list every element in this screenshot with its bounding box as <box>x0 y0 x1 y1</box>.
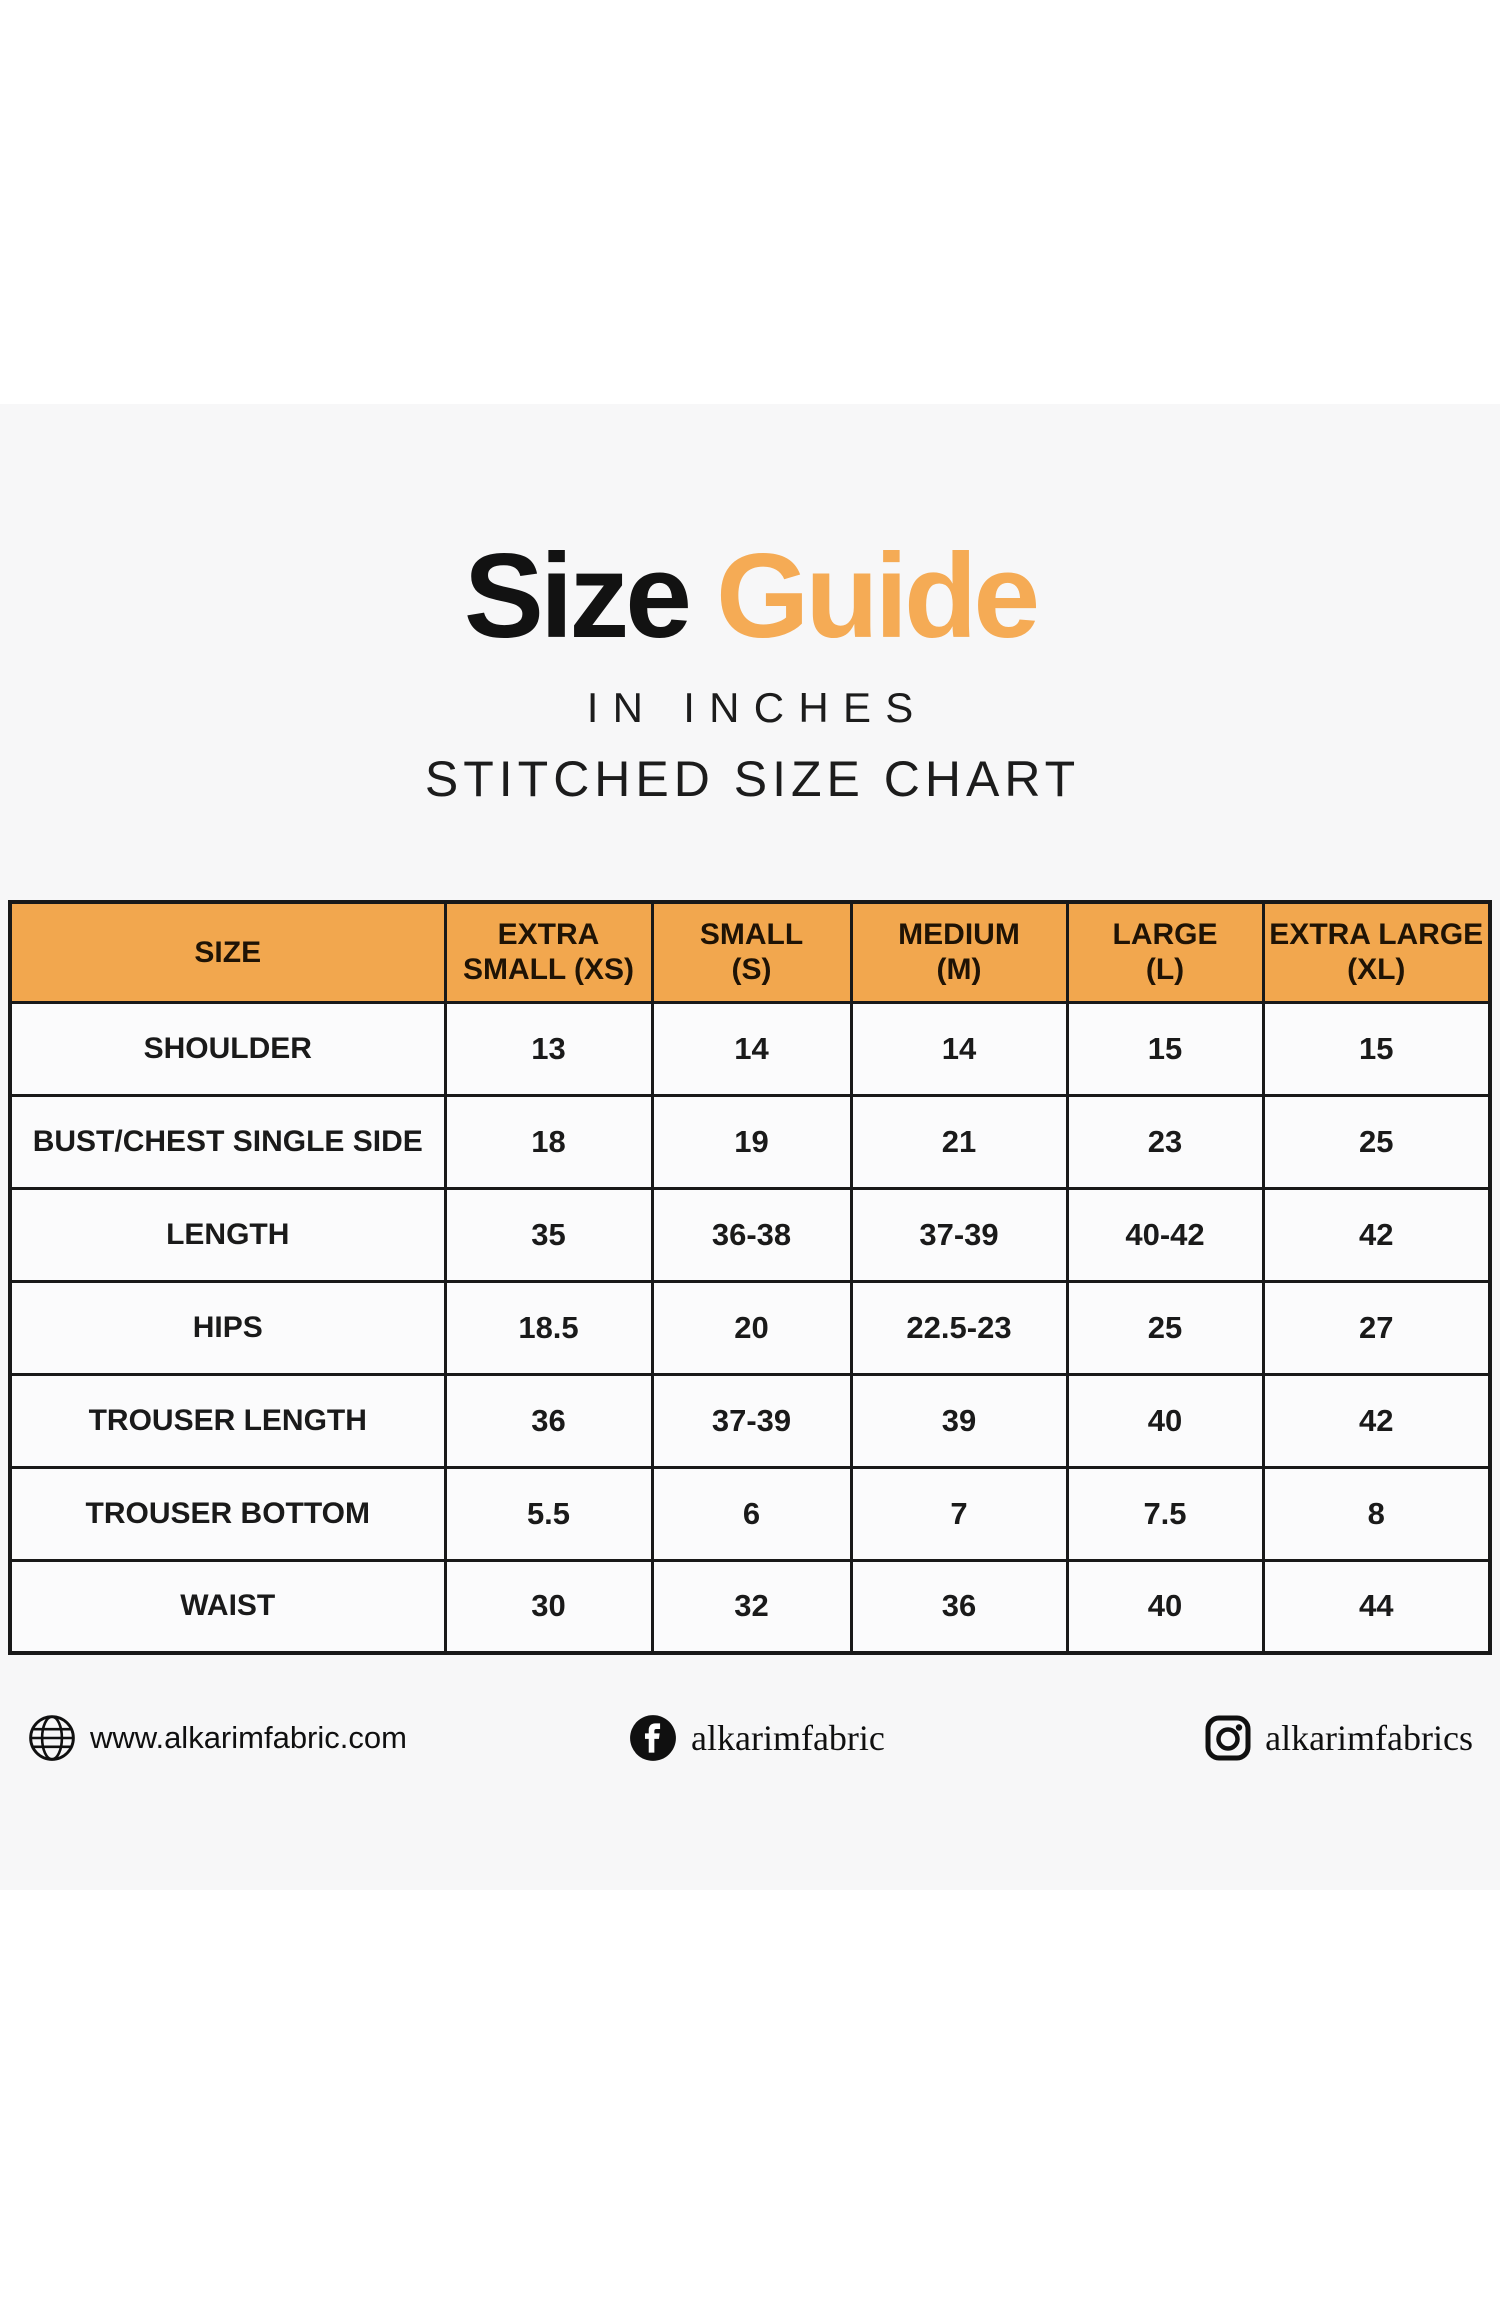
table-row-trouser-bottom: TROUSER BOTTOM 5.5 6 7 7.5 8 <box>8 1465 1492 1562</box>
cell-value: 42 <box>1261 1186 1492 1283</box>
facebook-icon <box>628 1713 678 1763</box>
title-block: Size Guide IN INCHES STITCHED SIZE CHART <box>0 536 1500 808</box>
cell-value: 36-38 <box>650 1186 853 1283</box>
cell-value: 7 <box>849 1465 1069 1562</box>
cell-value: 40-42 <box>1065 1186 1265 1283</box>
cell-value: 37-39 <box>650 1372 853 1469</box>
page-title: Size Guide <box>0 536 1500 656</box>
table-row-hips: HIPS 18.5 20 22.5-23 25 27 <box>8 1279 1492 1376</box>
row-label: LENGTH <box>8 1186 447 1283</box>
globe-icon <box>27 1713 77 1763</box>
cell-value: 20 <box>650 1279 853 1376</box>
cell-value: 8 <box>1261 1465 1492 1562</box>
cell-value: 15 <box>1065 1000 1265 1097</box>
cell-value: 18 <box>443 1093 654 1190</box>
cell-value: 36 <box>443 1372 654 1469</box>
cell-value: 22.5-23 <box>849 1279 1069 1376</box>
column-header-extra-small: EXTRA SMALL (XS) <box>443 900 654 1004</box>
column-header-extra-large: EXTRA LARGE (XL) <box>1261 900 1492 1004</box>
website-link[interactable]: www.alkarimfabric.com <box>27 1710 407 1766</box>
cell-value: 39 <box>849 1372 1069 1469</box>
facebook-link[interactable]: alkarimfabric <box>628 1710 885 1766</box>
page-title-guide: Guide <box>716 529 1040 663</box>
page-title-size: Size <box>463 529 692 663</box>
cell-value: 25 <box>1065 1279 1265 1376</box>
cell-value: 18.5 <box>443 1279 654 1376</box>
column-header-large: LARGE (L) <box>1065 900 1265 1004</box>
cell-value: 13 <box>443 1000 654 1097</box>
cell-value: 5.5 <box>443 1465 654 1562</box>
cell-value: 27 <box>1261 1279 1492 1376</box>
row-label: WAIST <box>8 1558 447 1655</box>
cell-value: 40 <box>1065 1372 1265 1469</box>
footer: www.alkarimfabric.com alkarimfabric alka… <box>0 1710 1500 1766</box>
cell-value: 19 <box>650 1093 853 1190</box>
column-header-small: SMALL (S) <box>650 900 853 1004</box>
cell-value: 7.5 <box>1065 1465 1265 1562</box>
header-row: SIZE EXTRA SMALL (XS) SMALL (S) MEDIUM (… <box>8 900 1492 1004</box>
column-header-size: SIZE <box>8 900 447 1004</box>
facebook-handle: alkarimfabric <box>691 1718 885 1758</box>
content-band: Size Guide IN INCHES STITCHED SIZE CHART … <box>0 404 1500 1890</box>
cell-value: 37-39 <box>849 1186 1069 1283</box>
cell-value: 36 <box>849 1558 1069 1655</box>
instagram-link[interactable]: alkarimfabrics <box>1204 1710 1473 1766</box>
cell-value: 25 <box>1261 1093 1492 1190</box>
cell-value: 42 <box>1261 1372 1492 1469</box>
instagram-handle: alkarimfabrics <box>1265 1718 1473 1758</box>
cell-value: 14 <box>849 1000 1069 1097</box>
cell-value: 14 <box>650 1000 853 1097</box>
cell-value: 44 <box>1261 1558 1492 1655</box>
cell-value: 6 <box>650 1465 853 1562</box>
table-row-shoulder: SHOULDER 13 14 14 15 15 <box>8 1000 1492 1097</box>
cell-value: 40 <box>1065 1558 1265 1655</box>
cell-value: 30 <box>443 1558 654 1655</box>
cell-value: 23 <box>1065 1093 1265 1190</box>
subtitle-in-inches: IN INCHES <box>586 684 928 731</box>
cell-value: 21 <box>849 1093 1069 1190</box>
column-header-medium: MEDIUM (M) <box>849 900 1069 1004</box>
size-chart-table: SIZE EXTRA SMALL (XS) SMALL (S) MEDIUM (… <box>8 900 1492 1655</box>
cell-value: 32 <box>650 1558 853 1655</box>
table-row-trouser-length: TROUSER LENGTH 36 37-39 39 40 42 <box>8 1372 1492 1469</box>
row-label: TROUSER LENGTH <box>8 1372 447 1469</box>
table-row-waist: WAIST 30 32 36 40 44 <box>8 1558 1492 1655</box>
row-label: SHOULDER <box>8 1000 447 1097</box>
row-label: BUST/CHEST SINGLE SIDE <box>8 1093 447 1190</box>
row-label: TROUSER BOTTOM <box>8 1465 447 1562</box>
cell-value: 15 <box>1261 1000 1492 1097</box>
subtitle-stitched-size-chart: STITCHED SIZE CHART <box>424 751 1081 807</box>
cell-value: 35 <box>443 1186 654 1283</box>
instagram-icon <box>1204 1714 1252 1762</box>
website-url: www.alkarimfabric.com <box>90 1720 407 1755</box>
table-row-bust-chest: BUST/CHEST SINGLE SIDE 18 19 21 23 25 <box>8 1093 1492 1190</box>
row-label: HIPS <box>8 1279 447 1376</box>
table-row-length: LENGTH 35 36-38 37-39 40-42 42 <box>8 1186 1492 1283</box>
